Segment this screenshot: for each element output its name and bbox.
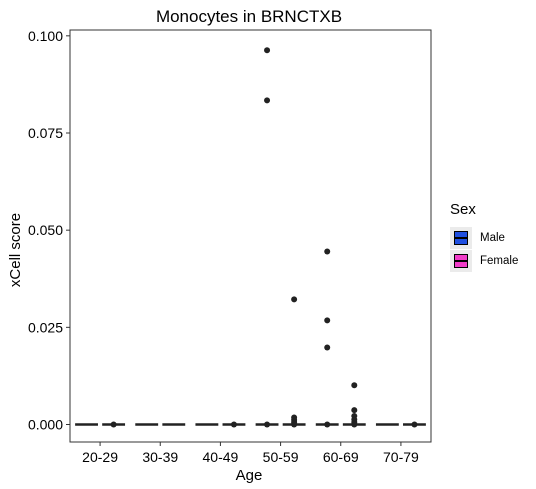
x-tick-label: 40-49 xyxy=(203,449,239,465)
y-axis: 0.000 0.025 0.050 0.075 0.100 xyxy=(28,28,70,433)
x-tick-label: 60-69 xyxy=(323,449,359,465)
outlier-point-female xyxy=(351,421,358,428)
plot-marks xyxy=(75,47,426,428)
legend-label-female: Female xyxy=(480,254,519,267)
y-tick-label: 0.025 xyxy=(28,319,63,335)
legend-key-male xyxy=(450,226,472,249)
y-axis-label: xCell score xyxy=(7,213,24,287)
outlier-point-male xyxy=(324,344,331,351)
y-tick-label: 0.075 xyxy=(28,125,63,141)
outlier-point-female xyxy=(351,382,358,389)
outlier-point-female xyxy=(351,407,358,414)
legend-title: Sex xyxy=(450,201,476,218)
x-axis-label: Age xyxy=(236,467,263,484)
plot-panel xyxy=(69,29,432,443)
legend-item-female: Female xyxy=(450,249,518,272)
outlier-point-female xyxy=(291,421,298,428)
x-axis: 20-29 30-39 40-49 50-59 60-69 70-79 xyxy=(82,442,419,465)
y-tick-label: 0.000 xyxy=(28,417,63,433)
x-tick-label: 50-59 xyxy=(263,449,299,465)
x-tick-label: 30-39 xyxy=(142,449,178,465)
y-tick-label: 0.100 xyxy=(28,28,63,44)
chart-title: Monocytes in BRNCTXB xyxy=(156,7,342,26)
x-tick-label: 20-29 xyxy=(82,449,118,465)
legend: Sex Male Female xyxy=(450,201,518,272)
legend-label-male: Male xyxy=(480,231,505,244)
outlier-point-male xyxy=(264,47,271,54)
outlier-point-male xyxy=(324,421,331,428)
legend-median-female xyxy=(454,259,468,262)
outlier-point-female xyxy=(291,296,298,303)
outlier-point-male xyxy=(324,248,331,255)
legend-item-male: Male xyxy=(450,226,518,249)
x-tick-label: 70-79 xyxy=(383,449,419,465)
outlier-point-male xyxy=(264,421,271,428)
outlier-point-male xyxy=(324,317,331,324)
outlier-point-female xyxy=(411,421,418,428)
outlier-point-female xyxy=(230,421,237,428)
outlier-point-male xyxy=(264,97,271,104)
legend-median-male xyxy=(454,236,468,239)
legend-key-female xyxy=(450,249,472,272)
outlier-point-female xyxy=(110,421,117,428)
y-tick-label: 0.050 xyxy=(28,222,63,238)
